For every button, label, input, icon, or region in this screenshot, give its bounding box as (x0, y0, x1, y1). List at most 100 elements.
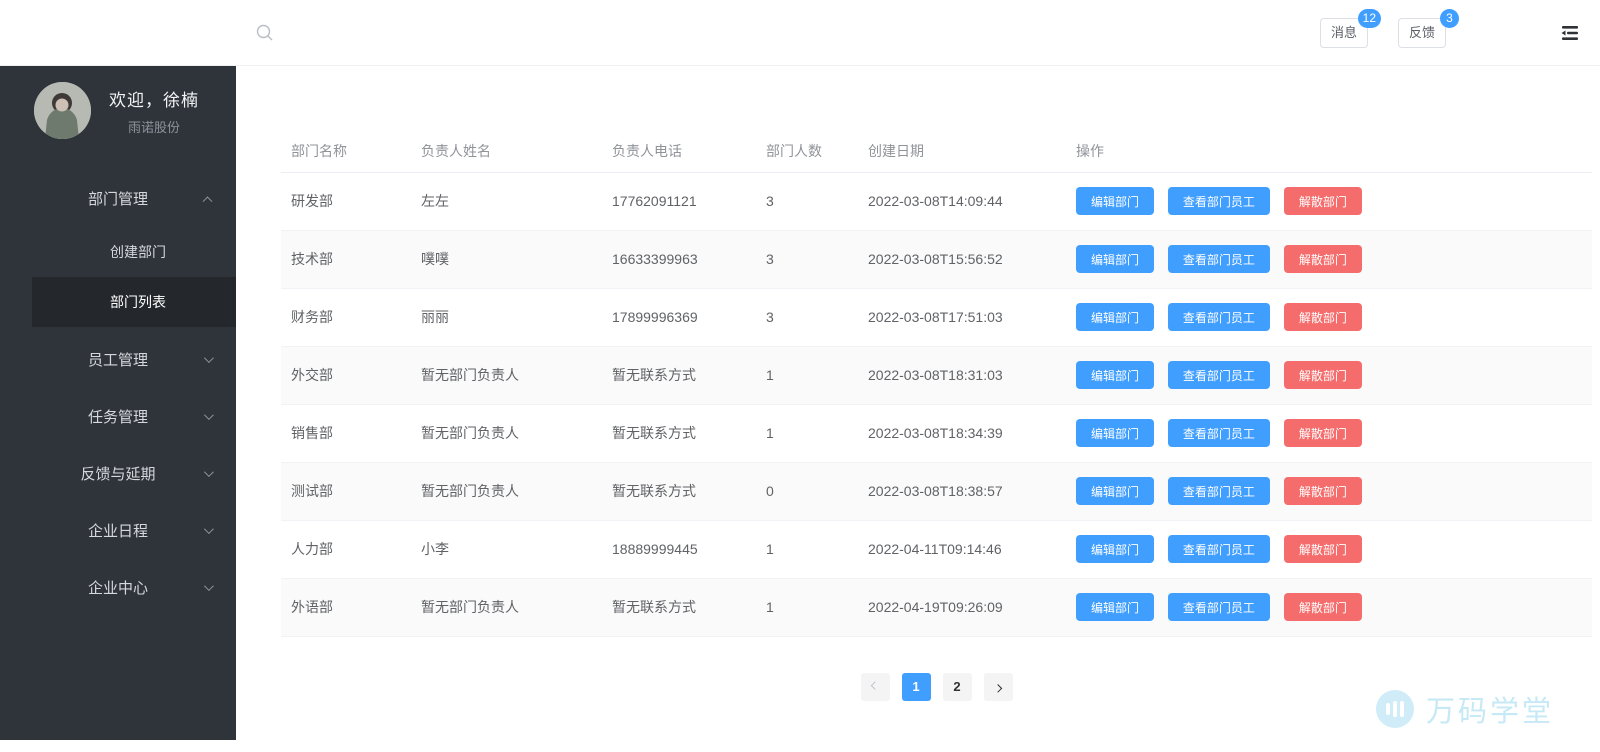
cell-created-date: 2022-03-08T18:34:39 (868, 425, 1003, 441)
cell-department-name: 外交部 (291, 367, 333, 383)
dissolve-department-button[interactable]: 解散部门 (1283, 593, 1362, 621)
menu-label: 企业日程 (87, 523, 148, 540)
chevron-down-icon (203, 467, 214, 478)
cell-created-date: 2022-03-08T18:31:03 (868, 367, 1003, 383)
sidebar-item-enterprise-center[interactable]: 企业中心 (0, 559, 236, 616)
prev-page-button[interactable] (860, 672, 890, 701)
view-department-employees-button[interactable]: 查看部门员工 (1167, 245, 1270, 273)
feedback-button[interactable]: 反馈 (1398, 18, 1446, 48)
view-department-employees-button[interactable]: 查看部门员工 (1167, 187, 1270, 215)
table-row: 财务部 丽丽 17899996369 3 2022-03-08T17:51:03… (281, 288, 1592, 346)
cell-manager-name: 暂无部门负责人 (421, 599, 519, 615)
cell-created-date: 2022-03-08T14:09:44 (868, 193, 1003, 209)
sidebar-item-create-department[interactable]: 创建部门 (32, 227, 236, 277)
view-department-employees-button[interactable]: 查看部门员工 (1167, 419, 1270, 447)
cell-actions: 编辑部门 查看部门员工 解散部门 (1066, 288, 1592, 346)
cell-department-name: 研发部 (291, 193, 333, 209)
welcome-text: 欢迎，徐楠 (109, 90, 199, 110)
collapse-menu-icon[interactable] (1558, 21, 1582, 45)
next-page-button[interactable] (983, 672, 1013, 701)
menu-label: 任务管理 (87, 409, 148, 426)
edit-department-button[interactable]: 编辑部门 (1076, 419, 1155, 447)
col-manager-phone: 负责人电话 (612, 142, 682, 159)
table-body: 研发部 左左 17762091121 3 2022-03-08T14:09:44… (281, 172, 1592, 636)
sidebar-menu: 部门管理 创建部门 部门列表 员工管理 任务管理 反馈与延期 企业日程 企业中心 (0, 170, 236, 616)
sidebar-item-employee-management[interactable]: 员工管理 (0, 331, 236, 388)
cell-department-name: 财务部 (291, 309, 333, 325)
view-department-employees-button[interactable]: 查看部门员工 (1167, 303, 1270, 331)
chevron-down-icon (203, 581, 214, 592)
dissolve-department-button[interactable]: 解散部门 (1283, 245, 1362, 273)
dissolve-department-button[interactable]: 解散部门 (1283, 187, 1362, 215)
cell-manager-name: 暂无部门负责人 (421, 425, 519, 441)
cell-manager-phone: 暂无联系方式 (612, 367, 696, 383)
dissolve-department-button[interactable]: 解散部门 (1283, 477, 1362, 505)
page-button-1[interactable]: 1 (901, 672, 931, 701)
dissolve-department-button[interactable]: 解散部门 (1283, 419, 1362, 447)
edit-department-button[interactable]: 编辑部门 (1076, 535, 1155, 563)
table-row: 测试部 暂无部门负责人 暂无联系方式 0 2022-03-08T18:38:57… (281, 462, 1592, 520)
chevron-down-icon (203, 353, 214, 364)
cell-manager-phone: 17762091121 (612, 193, 697, 209)
menu-label: 创建部门 (110, 244, 166, 260)
sidebar-item-department-list[interactable]: 部门列表 (32, 277, 236, 327)
edit-department-button[interactable]: 编辑部门 (1076, 593, 1155, 621)
avatar (34, 82, 91, 139)
chevron-right-icon (993, 683, 1003, 693)
cell-manager-phone: 18889999445 (612, 541, 698, 557)
menu-label: 部门管理 (87, 191, 148, 208)
pagination: 1 2 (281, 672, 1592, 701)
edit-department-button[interactable]: 编辑部门 (1076, 361, 1155, 389)
col-manager-name: 负责人姓名 (421, 142, 491, 159)
view-department-employees-button[interactable]: 查看部门员工 (1167, 477, 1270, 505)
menu-label: 员工管理 (87, 352, 148, 369)
messages-badge: 12 (1357, 9, 1381, 28)
dissolve-department-button[interactable]: 解散部门 (1283, 303, 1362, 331)
edit-department-button[interactable]: 编辑部门 (1076, 187, 1155, 215)
cell-created-date: 2022-03-08T18:38:57 (868, 483, 1003, 499)
cell-manager-name: 小李 (421, 541, 449, 557)
edit-department-button[interactable]: 编辑部门 (1076, 245, 1155, 273)
chevron-down-icon (203, 524, 214, 535)
table-header-row: 部门名称 负责人姓名 负责人电话 部门人数 创建日期 操作 (281, 130, 1592, 172)
chevron-left-icon (870, 680, 880, 690)
cell-actions: 编辑部门 查看部门员工 解散部门 (1066, 404, 1592, 462)
cell-manager-name: 暂无部门负责人 (421, 483, 519, 499)
cell-manager-phone: 16633399963 (612, 251, 698, 267)
menu-label: 部门列表 (110, 294, 166, 310)
dissolve-department-button[interactable]: 解散部门 (1283, 361, 1362, 389)
cell-department-name: 技术部 (291, 251, 333, 267)
page-button-2[interactable]: 2 (942, 672, 972, 701)
view-department-employees-button[interactable]: 查看部门员工 (1167, 593, 1270, 621)
view-department-employees-button[interactable]: 查看部门员工 (1167, 535, 1270, 563)
sidebar-item-feedback-delay[interactable]: 反馈与延期 (0, 445, 236, 502)
cell-department-name: 销售部 (291, 425, 333, 441)
cell-manager-phone: 暂无联系方式 (612, 425, 696, 441)
edit-department-button[interactable]: 编辑部门 (1076, 477, 1155, 505)
cell-manager-name: 暂无部门负责人 (421, 367, 519, 383)
chevron-down-icon (203, 410, 214, 421)
cell-department-name: 人力部 (291, 541, 333, 557)
dissolve-department-button[interactable]: 解散部门 (1283, 535, 1362, 563)
sidebar-item-enterprise-schedule[interactable]: 企业日程 (0, 502, 236, 559)
cell-actions: 编辑部门 查看部门员工 解散部门 (1066, 346, 1592, 404)
cell-actions: 编辑部门 查看部门员工 解散部门 (1066, 172, 1592, 230)
sidebar-item-task-management[interactable]: 任务管理 (0, 388, 236, 445)
top-bar: 消息 12 反馈 3 (0, 0, 1600, 66)
col-department-name: 部门名称 (291, 142, 347, 159)
cell-manager-phone: 17899996369 (612, 309, 698, 325)
edit-department-button[interactable]: 编辑部门 (1076, 303, 1155, 331)
cell-actions: 编辑部门 查看部门员工 解散部门 (1066, 520, 1592, 578)
view-department-employees-button[interactable]: 查看部门员工 (1167, 361, 1270, 389)
menu-label: 反馈与延期 (80, 466, 156, 483)
cell-created-date: 2022-04-11T09:14:46 (868, 541, 1002, 557)
col-actions: 操作 (1076, 142, 1104, 159)
cell-manager-name: 噗噗 (421, 251, 449, 267)
cell-department-count: 3 (766, 193, 774, 209)
sidebar-item-department-management[interactable]: 部门管理 (0, 170, 236, 227)
col-department-count: 部门人数 (766, 142, 822, 159)
search-icon[interactable] (256, 24, 274, 42)
table-row: 人力部 小李 18889999445 1 2022-04-11T09:14:46… (281, 520, 1592, 578)
sidebar: 欢迎，徐楠 雨诺股份 部门管理 创建部门 部门列表 员工管理 任务管理 反馈与延… (0, 66, 236, 740)
cell-department-count: 3 (766, 309, 774, 325)
